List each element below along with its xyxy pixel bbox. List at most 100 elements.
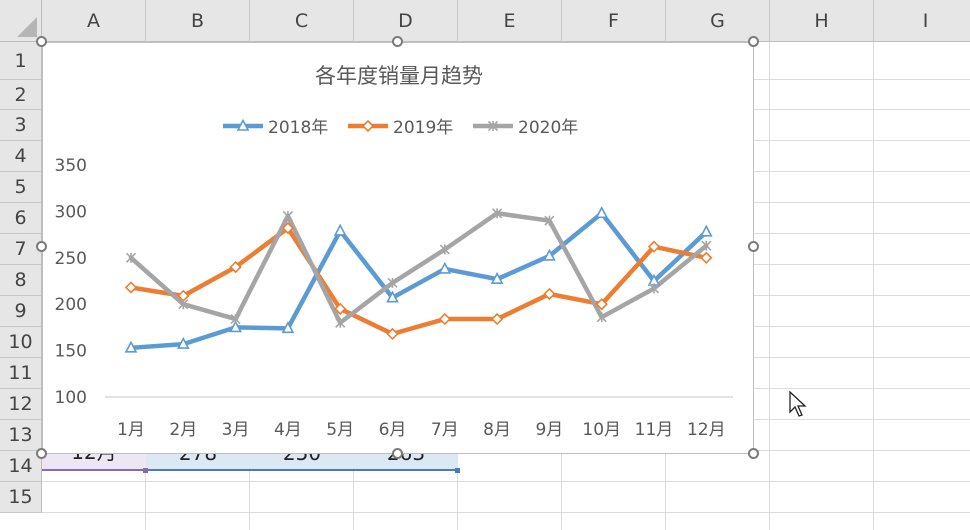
row-header-7[interactable]: 7	[0, 234, 42, 265]
data-point	[229, 320, 242, 333]
legend-entry-2018年[interactable]: 2018年	[223, 118, 328, 138]
resize-handle-top-left[interactable]	[36, 36, 47, 47]
row-header-1[interactable]: 1	[0, 42, 42, 80]
data-point	[647, 240, 661, 253]
y-tick-label: 350	[55, 156, 87, 176]
resize-handle-right[interactable]	[748, 241, 759, 252]
legend-marker	[236, 118, 250, 131]
data-point	[701, 240, 712, 251]
column-header-e[interactable]: E	[458, 0, 562, 42]
column-header-g[interactable]: G	[666, 0, 770, 42]
legend-label: 2018年	[268, 118, 328, 138]
data-point	[335, 317, 346, 328]
series-line-2020年[interactable]	[128, 211, 709, 326]
data-point	[438, 312, 451, 326]
column-header-i[interactable]: I	[874, 0, 970, 42]
mouse-pointer-icon	[789, 391, 807, 417]
y-tick-label: 100	[55, 388, 87, 408]
data-point	[282, 210, 293, 222]
x-tick-label: 1月	[117, 420, 145, 440]
data-point	[439, 244, 450, 255]
row-header-13[interactable]: 13	[0, 420, 42, 451]
legend-label: 2020年	[518, 118, 578, 138]
row-header-3[interactable]: 3	[0, 110, 42, 141]
select-all-corner[interactable]	[0, 0, 42, 42]
row-13-selection-right[interactable]	[455, 468, 460, 473]
legend-entry-2020年[interactable]: 2020年	[473, 118, 578, 138]
y-tick-label: 300	[55, 202, 87, 222]
chart-axis: 100 150 200 250 300 350 1月 2月 3月 4月 5月 6月 7月 8月 9月 10月 1…	[55, 156, 733, 440]
data-point	[543, 287, 556, 301]
data-point	[699, 224, 713, 237]
x-tick-label: 9月	[535, 420, 563, 440]
data-point	[544, 215, 555, 226]
resize-handle-bottom[interactable]	[392, 448, 403, 459]
column-gridline	[769, 42, 770, 530]
data-point	[124, 281, 138, 294]
row-header-4[interactable]: 4	[0, 141, 42, 172]
row-header-10[interactable]: 10	[0, 327, 42, 358]
row-header-9[interactable]: 9	[0, 296, 42, 327]
x-tick-label: 4月	[274, 420, 302, 440]
data-point	[386, 327, 399, 341]
row-header-6[interactable]: 6	[0, 203, 42, 234]
data-point	[387, 277, 398, 288]
data-point	[492, 208, 503, 219]
column-gridline	[873, 42, 874, 530]
row-header-11[interactable]: 11	[0, 358, 42, 389]
x-tick-label: 2月	[169, 420, 197, 440]
series-line-2019年[interactable]	[128, 225, 709, 337]
data-point	[700, 251, 713, 264]
x-tick-label: 7月	[431, 420, 459, 440]
data-point	[178, 299, 189, 310]
row-header-14[interactable]: 14	[0, 451, 42, 482]
x-tick-label: 10月	[582, 420, 621, 440]
data-point	[386, 290, 399, 303]
y-tick-label: 200	[55, 295, 87, 315]
chart-title[interactable]: 各年度销量月趋势	[315, 64, 483, 88]
data-point	[230, 313, 241, 325]
row-gridline	[42, 512, 970, 513]
y-tick-label: 250	[55, 249, 87, 269]
data-point	[595, 298, 608, 311]
row-header-8[interactable]: 8	[0, 265, 42, 296]
row-13-selection-left[interactable]	[143, 468, 148, 473]
data-point	[229, 260, 242, 274]
resize-handle-bottom-left[interactable]	[36, 448, 47, 459]
column-header-h[interactable]: H	[770, 0, 874, 42]
x-tick-label: 8月	[483, 420, 511, 440]
resize-handle-top-right[interactable]	[748, 36, 759, 47]
legend-entry-2019年[interactable]: 2019年	[348, 118, 453, 138]
data-point	[596, 312, 607, 323]
x-tick-label: 11月	[635, 420, 674, 440]
data-point	[595, 206, 609, 219]
data-point	[333, 223, 347, 236]
row-header-5[interactable]: 5	[0, 172, 42, 203]
data-point	[490, 312, 504, 326]
line-chart[interactable]: 各年度销量月趋势 2018年 2019年 2020年 100 150 200 250 300…	[42, 42, 754, 454]
series-line-2018年[interactable]	[128, 211, 709, 351]
data-point	[281, 221, 295, 235]
x-tick-label: 6月	[379, 420, 407, 440]
resize-handle-top[interactable]	[392, 36, 403, 47]
chart-plot-area	[124, 206, 713, 353]
chart-legend[interactable]: 2018年 2019年 2020年	[223, 118, 578, 138]
x-tick-label: 12月	[687, 420, 726, 440]
row-header-12[interactable]: 12	[0, 389, 42, 420]
data-point	[490, 271, 504, 284]
resize-handle-left[interactable]	[36, 241, 47, 252]
column-header-f[interactable]: F	[562, 0, 666, 42]
resize-handle-bottom-right[interactable]	[748, 448, 759, 459]
column-header-d[interactable]: D	[354, 0, 458, 42]
row-header-15[interactable]: 15	[0, 482, 42, 513]
legend-marker	[361, 119, 375, 133]
column-header-b[interactable]: B	[146, 0, 250, 42]
column-header-c[interactable]: C	[250, 0, 354, 42]
data-point	[176, 336, 190, 349]
data-point	[124, 340, 138, 353]
data-point	[125, 252, 137, 263]
x-tick-label: 5月	[326, 420, 354, 440]
row-header-2[interactable]: 2	[0, 80, 42, 110]
column-header-a[interactable]: A	[42, 0, 146, 42]
x-tick-label: 3月	[222, 420, 250, 440]
